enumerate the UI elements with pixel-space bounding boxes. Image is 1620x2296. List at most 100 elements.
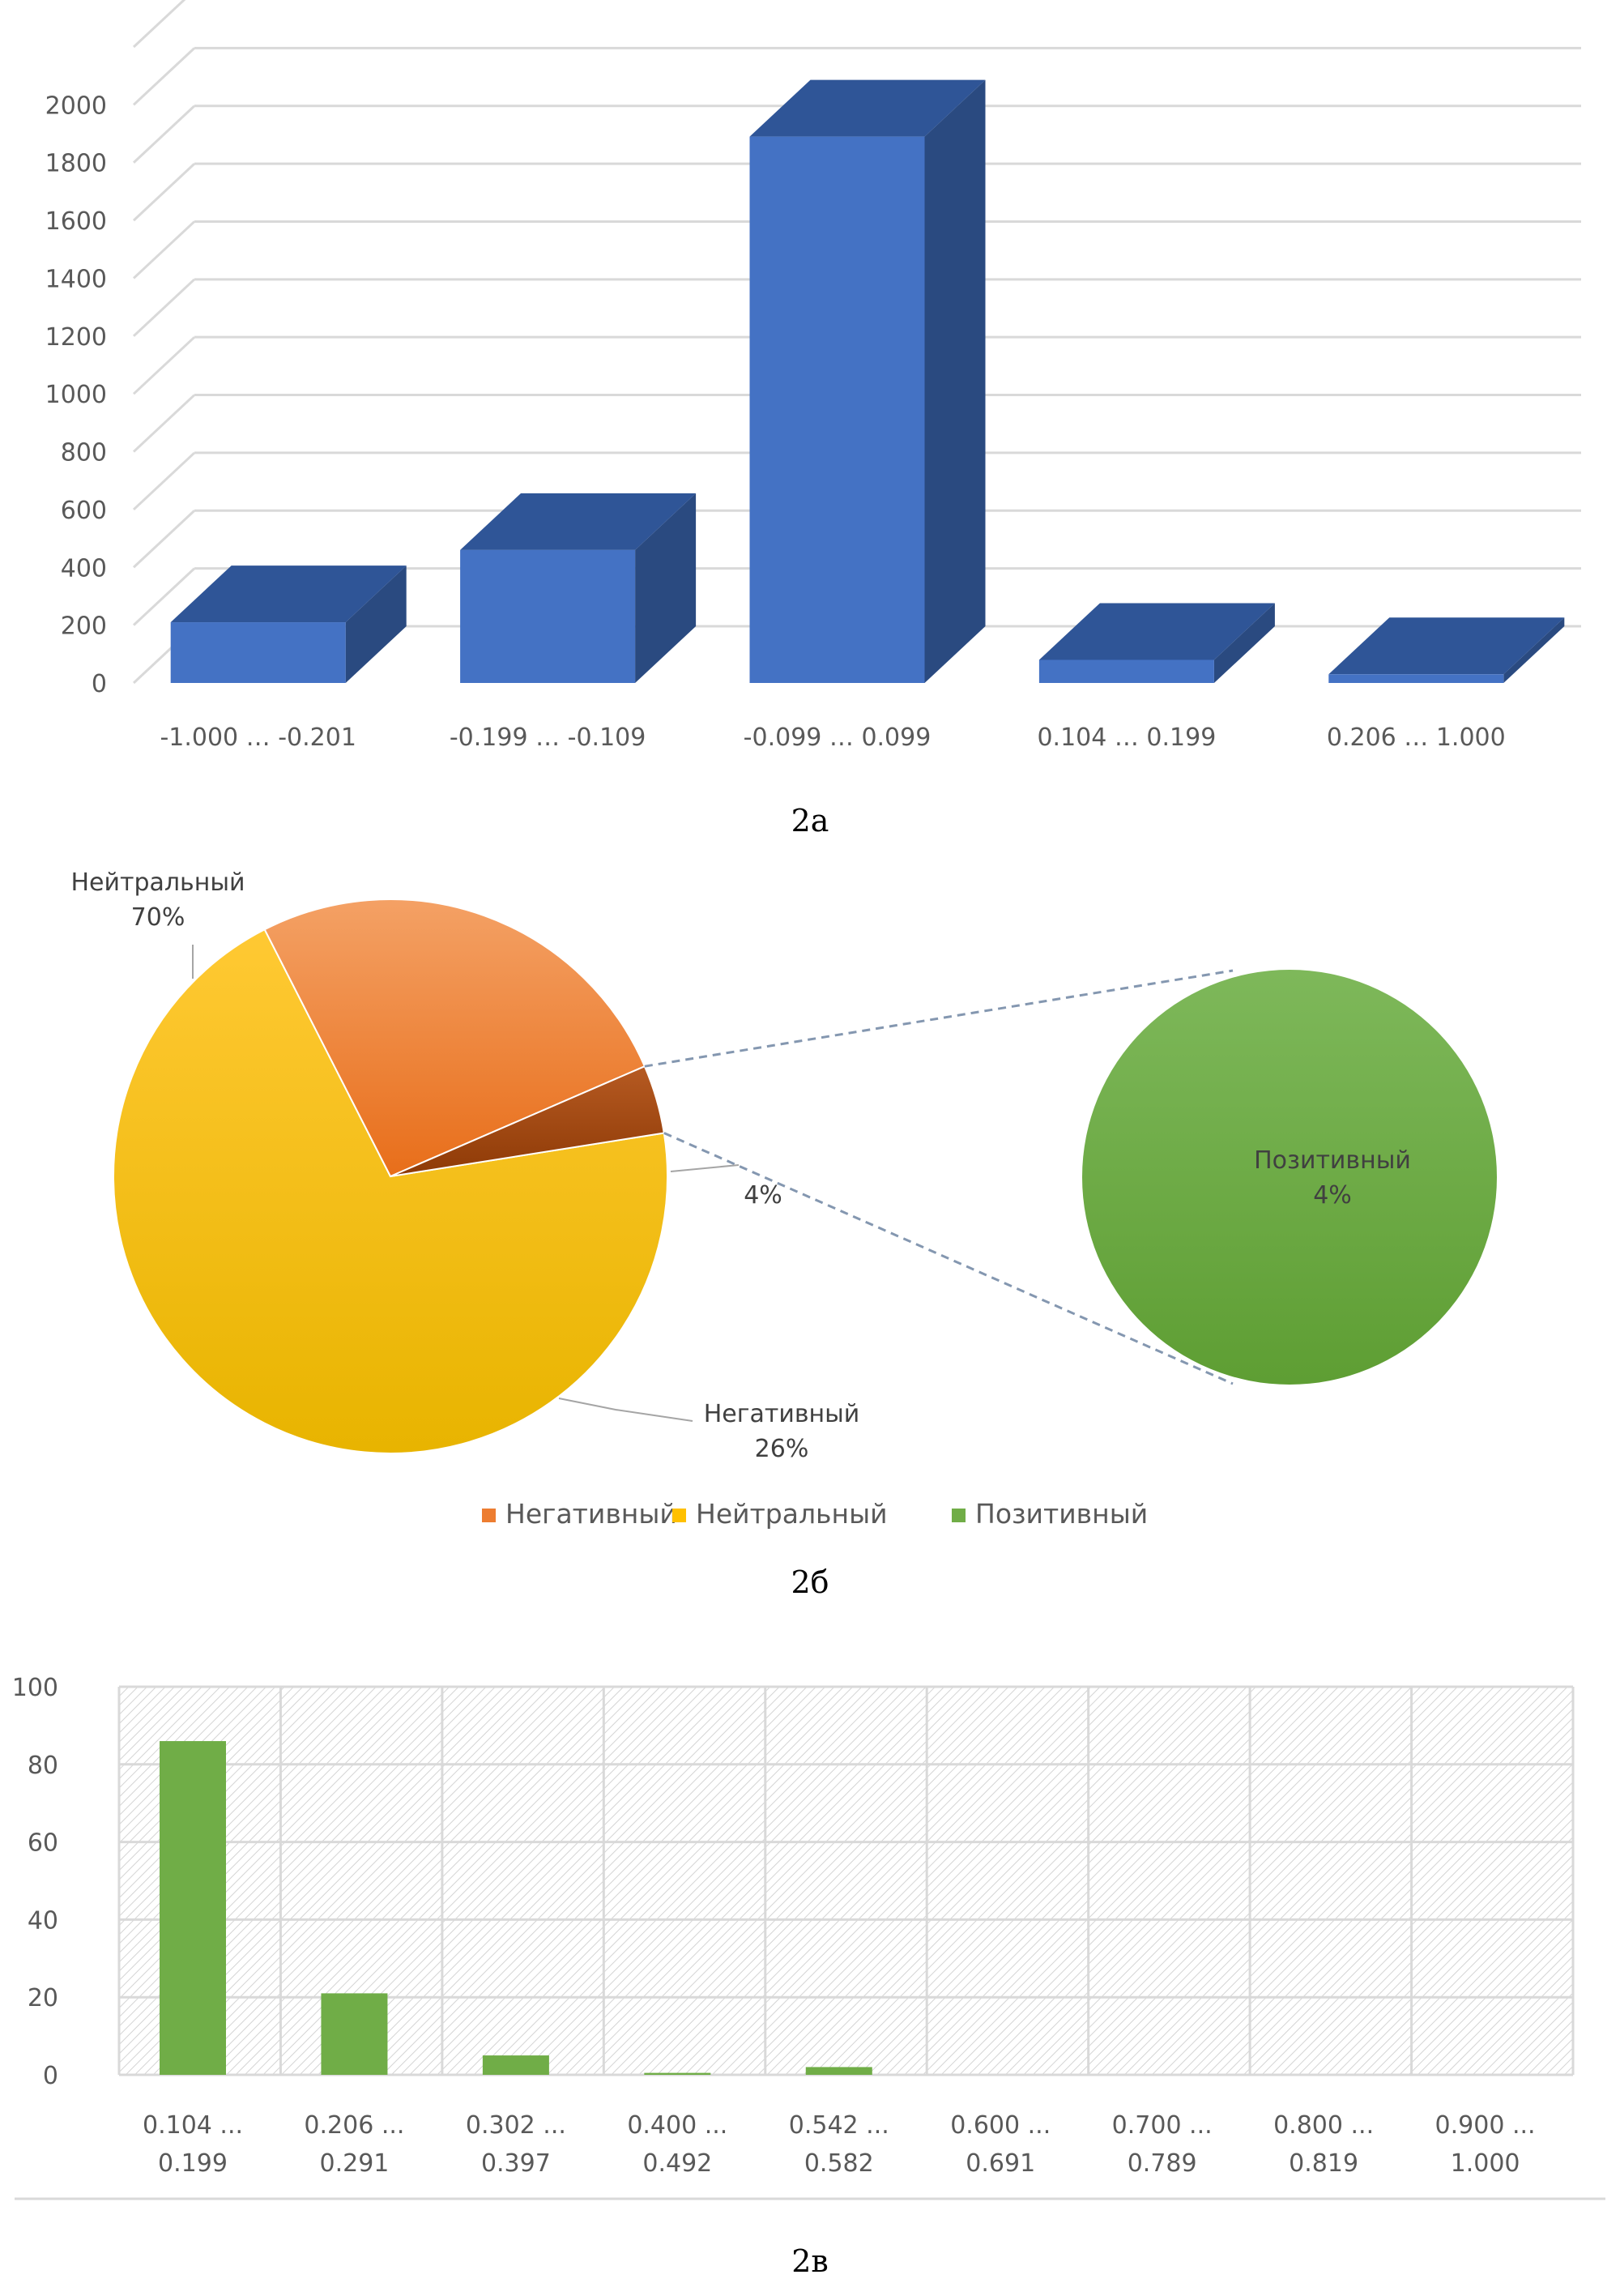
bar [644, 2072, 711, 2075]
x-tick-label: 0.800 ... [1273, 2111, 1374, 2140]
bar-front [749, 136, 925, 683]
x-tick-label: 0.400 ... [627, 2111, 727, 2140]
figure-caption: 2б [791, 1564, 829, 1600]
figure-caption: 2в [791, 2243, 829, 2279]
bar-top [1038, 603, 1275, 660]
gridline-diagonal [132, 162, 196, 222]
x-tick-label: 0.104 ... [143, 2111, 243, 2140]
gridline-diagonal [132, 567, 196, 626]
leader-line [558, 1398, 693, 1422]
y-tick-label: 600 [61, 497, 107, 525]
bar-side [1213, 603, 1275, 683]
figure-caption: 2а [791, 803, 829, 839]
pie-slice [113, 928, 668, 1454]
gridline-diagonal [132, 336, 196, 395]
gridline-diagonal [132, 105, 196, 164]
x-tick-label: 0.582 [804, 2149, 874, 2178]
y-tick-label: 60 [28, 1829, 58, 1858]
x-tick-label: -0.199 … -0.109 [450, 723, 646, 752]
legend-swatch [672, 1509, 686, 1522]
bar [749, 79, 986, 683]
x-tick-label: -0.099 … 0.099 [744, 723, 932, 752]
bar-side [924, 79, 986, 683]
secondary-label: Позитивный [1254, 1146, 1411, 1175]
connector-line [644, 969, 1234, 1068]
x-tick-label: 0.104 … 0.199 [1037, 723, 1216, 752]
y-tick-label: 1000 [45, 381, 107, 409]
y-tick-label: 1600 [45, 207, 107, 236]
x-tick-label: 0.206 ... [304, 2111, 404, 2140]
gridline-diagonal [132, 47, 196, 106]
y-tick-label: 0 [43, 2062, 58, 2090]
x-tick-label: 0.900 ... [1435, 2111, 1536, 2140]
x-tick-label: 0.397 [481, 2149, 551, 2178]
bar [460, 493, 697, 683]
gridline-diagonal [132, 278, 196, 337]
x-tick-label: -1.000 … -0.201 [160, 723, 356, 752]
bar-top [170, 565, 407, 623]
bar-chart-hatched: 0 20 40 60 80 100 0.104 ... 0.199 0.206 ... 0.291… [12, 1674, 1605, 2279]
y-tick-label: 200 [61, 612, 107, 641]
secondary-value: 4% [1313, 1181, 1352, 1210]
slice-value-negative: 26% [755, 1435, 809, 1463]
y-tick-label: 1400 [45, 265, 107, 293]
y-tick-label: 100 [12, 1674, 58, 1702]
slice-label-neutral: Нейтральный [70, 868, 245, 897]
gridline-diagonal [132, 0, 186, 49]
slice-label-negative: Негативный [704, 1400, 860, 1428]
x-tick-label: 0.199 [158, 2149, 228, 2178]
bar [482, 2055, 549, 2075]
bar-top [749, 79, 986, 137]
bar-front [460, 549, 636, 683]
x-tick-label: 0.492 [642, 2149, 712, 2178]
bar-side [345, 565, 407, 683]
x-tick-label: 0.819 [1289, 2149, 1358, 2178]
bar [321, 1993, 388, 2075]
y-tick-label: 800 [61, 439, 107, 467]
bar [805, 2067, 872, 2075]
x-tick-label: 0.291 [319, 2149, 389, 2178]
bar-side [635, 493, 697, 683]
legend-swatch [952, 1509, 966, 1522]
legend-swatch [482, 1509, 496, 1522]
bar-front [1328, 674, 1504, 683]
y-tick-label: 20 [28, 1984, 58, 2012]
bar [170, 565, 407, 683]
x-tick-label: 0.302 ... [466, 2111, 566, 2140]
legend-label: Позитивный [975, 1498, 1148, 1530]
secondary-pie [1082, 970, 1497, 1385]
gridline-diagonal [132, 510, 196, 569]
bar-chart-3d: 0 200 400 600 800 1000 1200 1400 1600 1800 2000 -1.… [45, 0, 1581, 839]
x-tick-label: 0.691 [966, 2149, 1035, 2178]
gridline-diagonal [132, 394, 196, 453]
bar [1328, 617, 1565, 683]
pie-of-pie-chart: Нейтральный 70% Негативный 26% 4% Позитивный 4… [70, 868, 1497, 1600]
y-tick-label: 1800 [45, 150, 107, 178]
y-tick-label: 2000 [45, 92, 107, 120]
x-tick-label: 0.789 [1128, 2149, 1197, 2178]
y-tick-label: 0 [92, 670, 107, 698]
bar [1038, 603, 1275, 683]
bar-top [460, 493, 697, 550]
legend-label: Нейтральный [696, 1498, 888, 1530]
x-tick-label: 0.600 ... [950, 2111, 1051, 2140]
bar-front [170, 622, 346, 683]
gridline-diagonal [132, 451, 196, 511]
connector-line [663, 1132, 1234, 1385]
slice-value-neutral: 70% [131, 903, 185, 932]
leader-line [670, 1164, 740, 1172]
slice-value-small: 4% [744, 1181, 782, 1210]
x-tick-label: 0.700 ... [1112, 2111, 1213, 2140]
x-tick-label: 0.206 … 1.000 [1327, 723, 1506, 752]
y-tick-label: 1200 [45, 323, 107, 352]
bar-front [1038, 659, 1214, 683]
bar-top [1328, 617, 1565, 675]
x-tick-label: 0.542 ... [789, 2111, 889, 2140]
bar-side [1503, 617, 1565, 683]
y-tick-label: 400 [61, 554, 107, 583]
x-tick-label: 1.000 [1451, 2149, 1520, 2178]
gridline-diagonal [132, 220, 196, 280]
y-tick-label: 40 [28, 1906, 58, 1935]
legend-label: Негативный [505, 1498, 677, 1530]
y-tick-label: 80 [28, 1752, 58, 1780]
